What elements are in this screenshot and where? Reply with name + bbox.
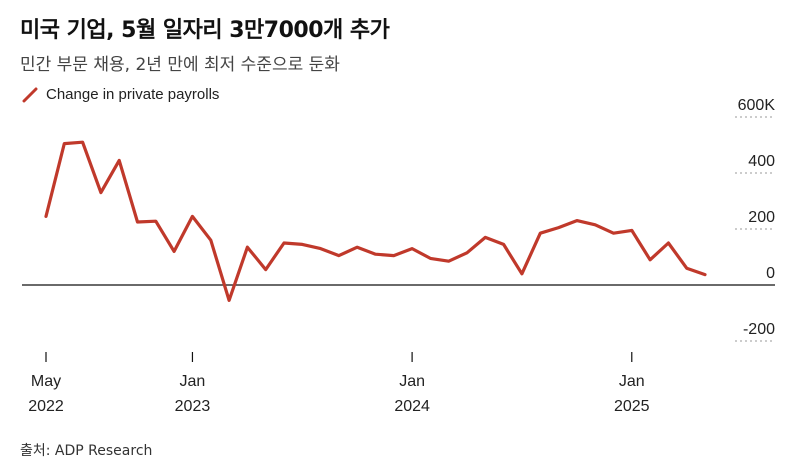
y-tick-label: 0 — [766, 265, 775, 282]
legend-label: Change in private payrolls — [46, 86, 220, 103]
y-tick-label: 600K — [738, 97, 776, 114]
legend-line-swatch-icon — [22, 87, 38, 103]
x-tick-label: Jan — [180, 373, 206, 390]
x-tick-year-label: 2024 — [394, 398, 430, 415]
y-tick-label: -200 — [743, 321, 775, 338]
x-tick-label: Jan — [399, 373, 425, 390]
x-tick-year-label: 2023 — [175, 398, 211, 415]
legend: Change in private payrolls — [22, 86, 219, 103]
chart-subtitle: 민간 부문 채용, 2년 만에 최저 수준으로 둔화 — [20, 55, 340, 75]
series-line-private-payrolls — [44, 140, 707, 302]
x-tick-label: Jan — [619, 373, 645, 390]
y-tick-label: 200 — [748, 209, 775, 226]
chart-title: 미국 기업, 5월 일자리 3만7000개 추가 — [20, 18, 390, 43]
x-tick-year-label: 2022 — [28, 398, 64, 415]
x-tick-year-label: 2025 — [614, 398, 650, 415]
source-note: 출처: ADP Research — [20, 443, 153, 459]
y-tick-label: 400 — [748, 153, 775, 170]
x-tick-label: May — [31, 373, 61, 390]
